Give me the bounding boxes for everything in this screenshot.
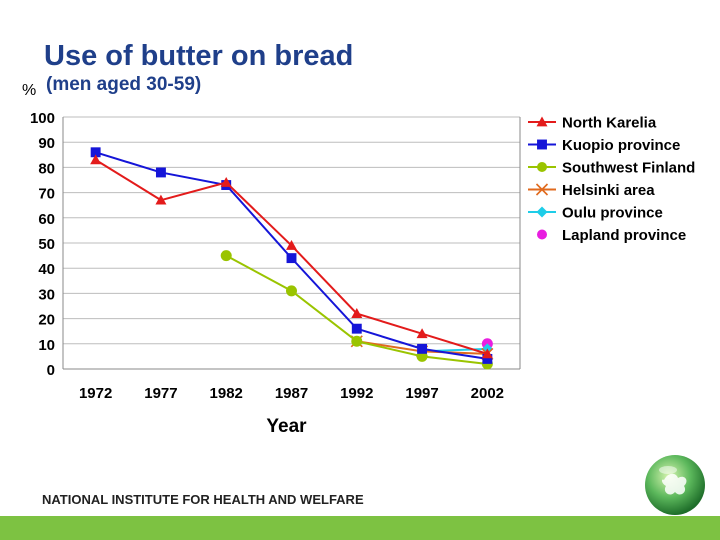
y-tick-label: 90 xyxy=(38,135,55,152)
legend-label: Oulu province xyxy=(562,205,663,222)
y-tick-label: 60 xyxy=(38,211,55,228)
data-point xyxy=(155,194,167,205)
legend-marker xyxy=(537,139,547,150)
x-tick-label: 1987 xyxy=(275,385,308,402)
x-tick-label: 1982 xyxy=(210,385,243,402)
legend-marker xyxy=(536,116,548,127)
x-tick-label: 1977 xyxy=(144,385,177,402)
data-point xyxy=(416,328,428,339)
x-tick-label: 2002 xyxy=(471,385,504,402)
y-tick-label: 40 xyxy=(38,261,55,278)
data-point xyxy=(155,167,166,178)
globe-logo-icon xyxy=(645,455,705,515)
y-unit-label: % xyxy=(22,82,37,99)
data-point xyxy=(220,250,232,262)
y-tick-label: 10 xyxy=(38,337,55,354)
y-tick-label: 0 xyxy=(47,362,55,379)
chart-subtitle: (men aged 30-59) xyxy=(46,74,202,95)
y-tick-label: 100 xyxy=(30,110,55,127)
data-point xyxy=(286,285,297,297)
x-tick-label: 1972 xyxy=(79,385,112,402)
y-tick-label: 50 xyxy=(38,236,55,253)
y-tick-label: 20 xyxy=(38,312,55,329)
data-point xyxy=(351,335,363,347)
legend-marker xyxy=(537,162,547,172)
y-tick-label: 70 xyxy=(38,186,55,203)
data-point xyxy=(286,253,297,264)
legend-marker xyxy=(535,183,549,196)
legend-label: Helsinki area xyxy=(562,182,655,199)
x-tick-label: 1992 xyxy=(340,385,373,402)
data-point xyxy=(90,154,102,165)
data-point xyxy=(482,353,493,364)
y-tick-label: 30 xyxy=(38,286,55,303)
institute-footer: NATIONAL INSTITUTE FOR HEALTH AND WELFAR… xyxy=(42,492,364,507)
data-point xyxy=(220,177,232,187)
y-tick-label: 80 xyxy=(38,160,55,177)
x-tick-label: 1997 xyxy=(405,385,438,402)
legend-label: North Karelia xyxy=(562,115,657,132)
legend-label: Kuopio province xyxy=(562,137,680,154)
chart-title: Use of butter on bread xyxy=(44,40,354,72)
data-point xyxy=(351,308,363,318)
data-point xyxy=(417,343,428,354)
legend-marker xyxy=(536,206,548,218)
x-axis-title: Year xyxy=(266,416,307,437)
data-point xyxy=(351,323,362,334)
data-point xyxy=(286,240,297,250)
legend-marker xyxy=(537,229,547,240)
data-point xyxy=(90,147,101,158)
footer-bar xyxy=(0,516,720,540)
legend-label: Lapland province xyxy=(562,227,686,244)
legend-label: Southwest Finland xyxy=(562,160,695,177)
data-point xyxy=(481,348,493,359)
